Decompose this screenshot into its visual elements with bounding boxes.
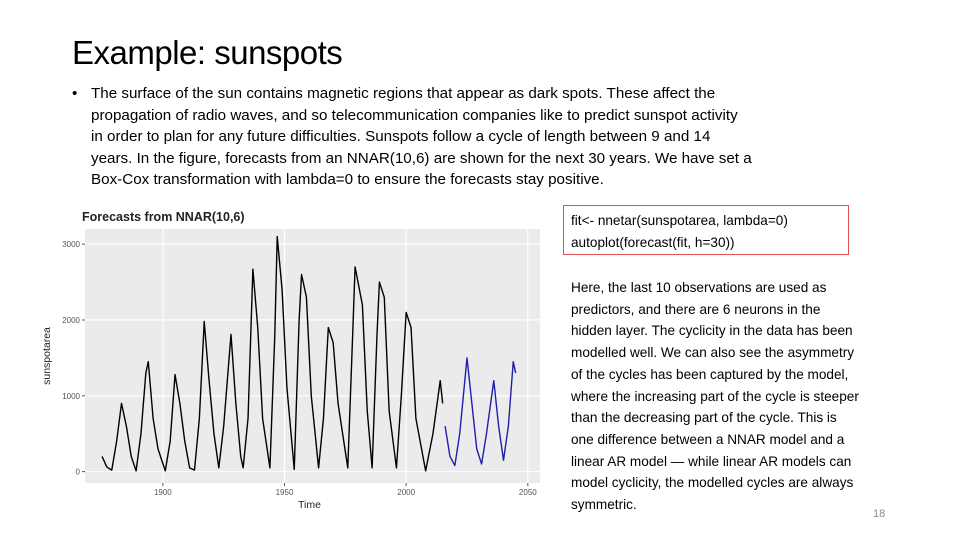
y-tick-label: 0 (76, 468, 81, 477)
code-line: autoplot(forecast(fit, h=30)) (571, 234, 735, 250)
series-line (444, 357, 517, 467)
bullet-line: Box-Cox transformation with lambda=0 to … (91, 171, 604, 188)
x-tick-label: 2050 (519, 488, 537, 497)
code-box: fit<- nnetar(sunspotarea, lambda=0) autop… (563, 205, 849, 255)
note-line: Here, the last 10 observations are used … (571, 280, 827, 295)
y-tick-label: 1000 (62, 392, 80, 401)
series-line (101, 235, 444, 472)
bullet-dot: • (72, 85, 78, 102)
note-line: model cyclicity, the modelled cycles are… (571, 475, 854, 491)
chart-title: Forecasts from NNAR(10,6) (82, 210, 245, 224)
y-axis-label: sunspotarea (41, 327, 53, 385)
plot-background (85, 229, 540, 483)
page-number: 18 (873, 508, 886, 520)
x-tick-label: 1950 (276, 488, 294, 497)
slide-title: Example: sunspots (72, 34, 343, 71)
x-tick-label: 1900 (154, 488, 172, 497)
note-line: hidden layer. The cyclicity in the data … (571, 323, 853, 339)
note-paragraph: Here, the last 10 observations are used … (571, 277, 859, 516)
y-tick-label: 2000 (62, 316, 80, 325)
bullet-line: years. In the figure, forecasts from an … (91, 149, 752, 167)
note-line: symmetric. (571, 497, 637, 513)
code-line: fit<- nnetar(sunspotarea, lambda=0) (571, 213, 788, 228)
x-tick-label: 2000 (397, 488, 415, 497)
note-line: one difference between a NNAR model and … (571, 431, 845, 447)
note-line: than the decreasing part of the cycle. T… (571, 410, 837, 426)
note-line: of the cycles has been captured by the m… (571, 366, 849, 382)
bullet-line: propagation of radio waves, and so telec… (91, 106, 738, 124)
note-line: where the increasing part of the cycle i… (571, 388, 859, 404)
bullet-line: The surface of the sun contains magnetic… (91, 85, 716, 102)
note-line: predictors, and there are 6 neurons in t… (571, 301, 821, 317)
y-tick-label: 3000 (62, 240, 80, 249)
bullet-line: in order to plan for any future difficul… (91, 128, 711, 145)
note-line: linear AR model — while linear AR models… (571, 453, 852, 469)
note-line: modelled well. We can also see the asymm… (571, 345, 855, 361)
x-axis-label: Time (298, 499, 321, 511)
bullet-paragraph: • The surface of the sun contains magneti… (72, 83, 752, 191)
